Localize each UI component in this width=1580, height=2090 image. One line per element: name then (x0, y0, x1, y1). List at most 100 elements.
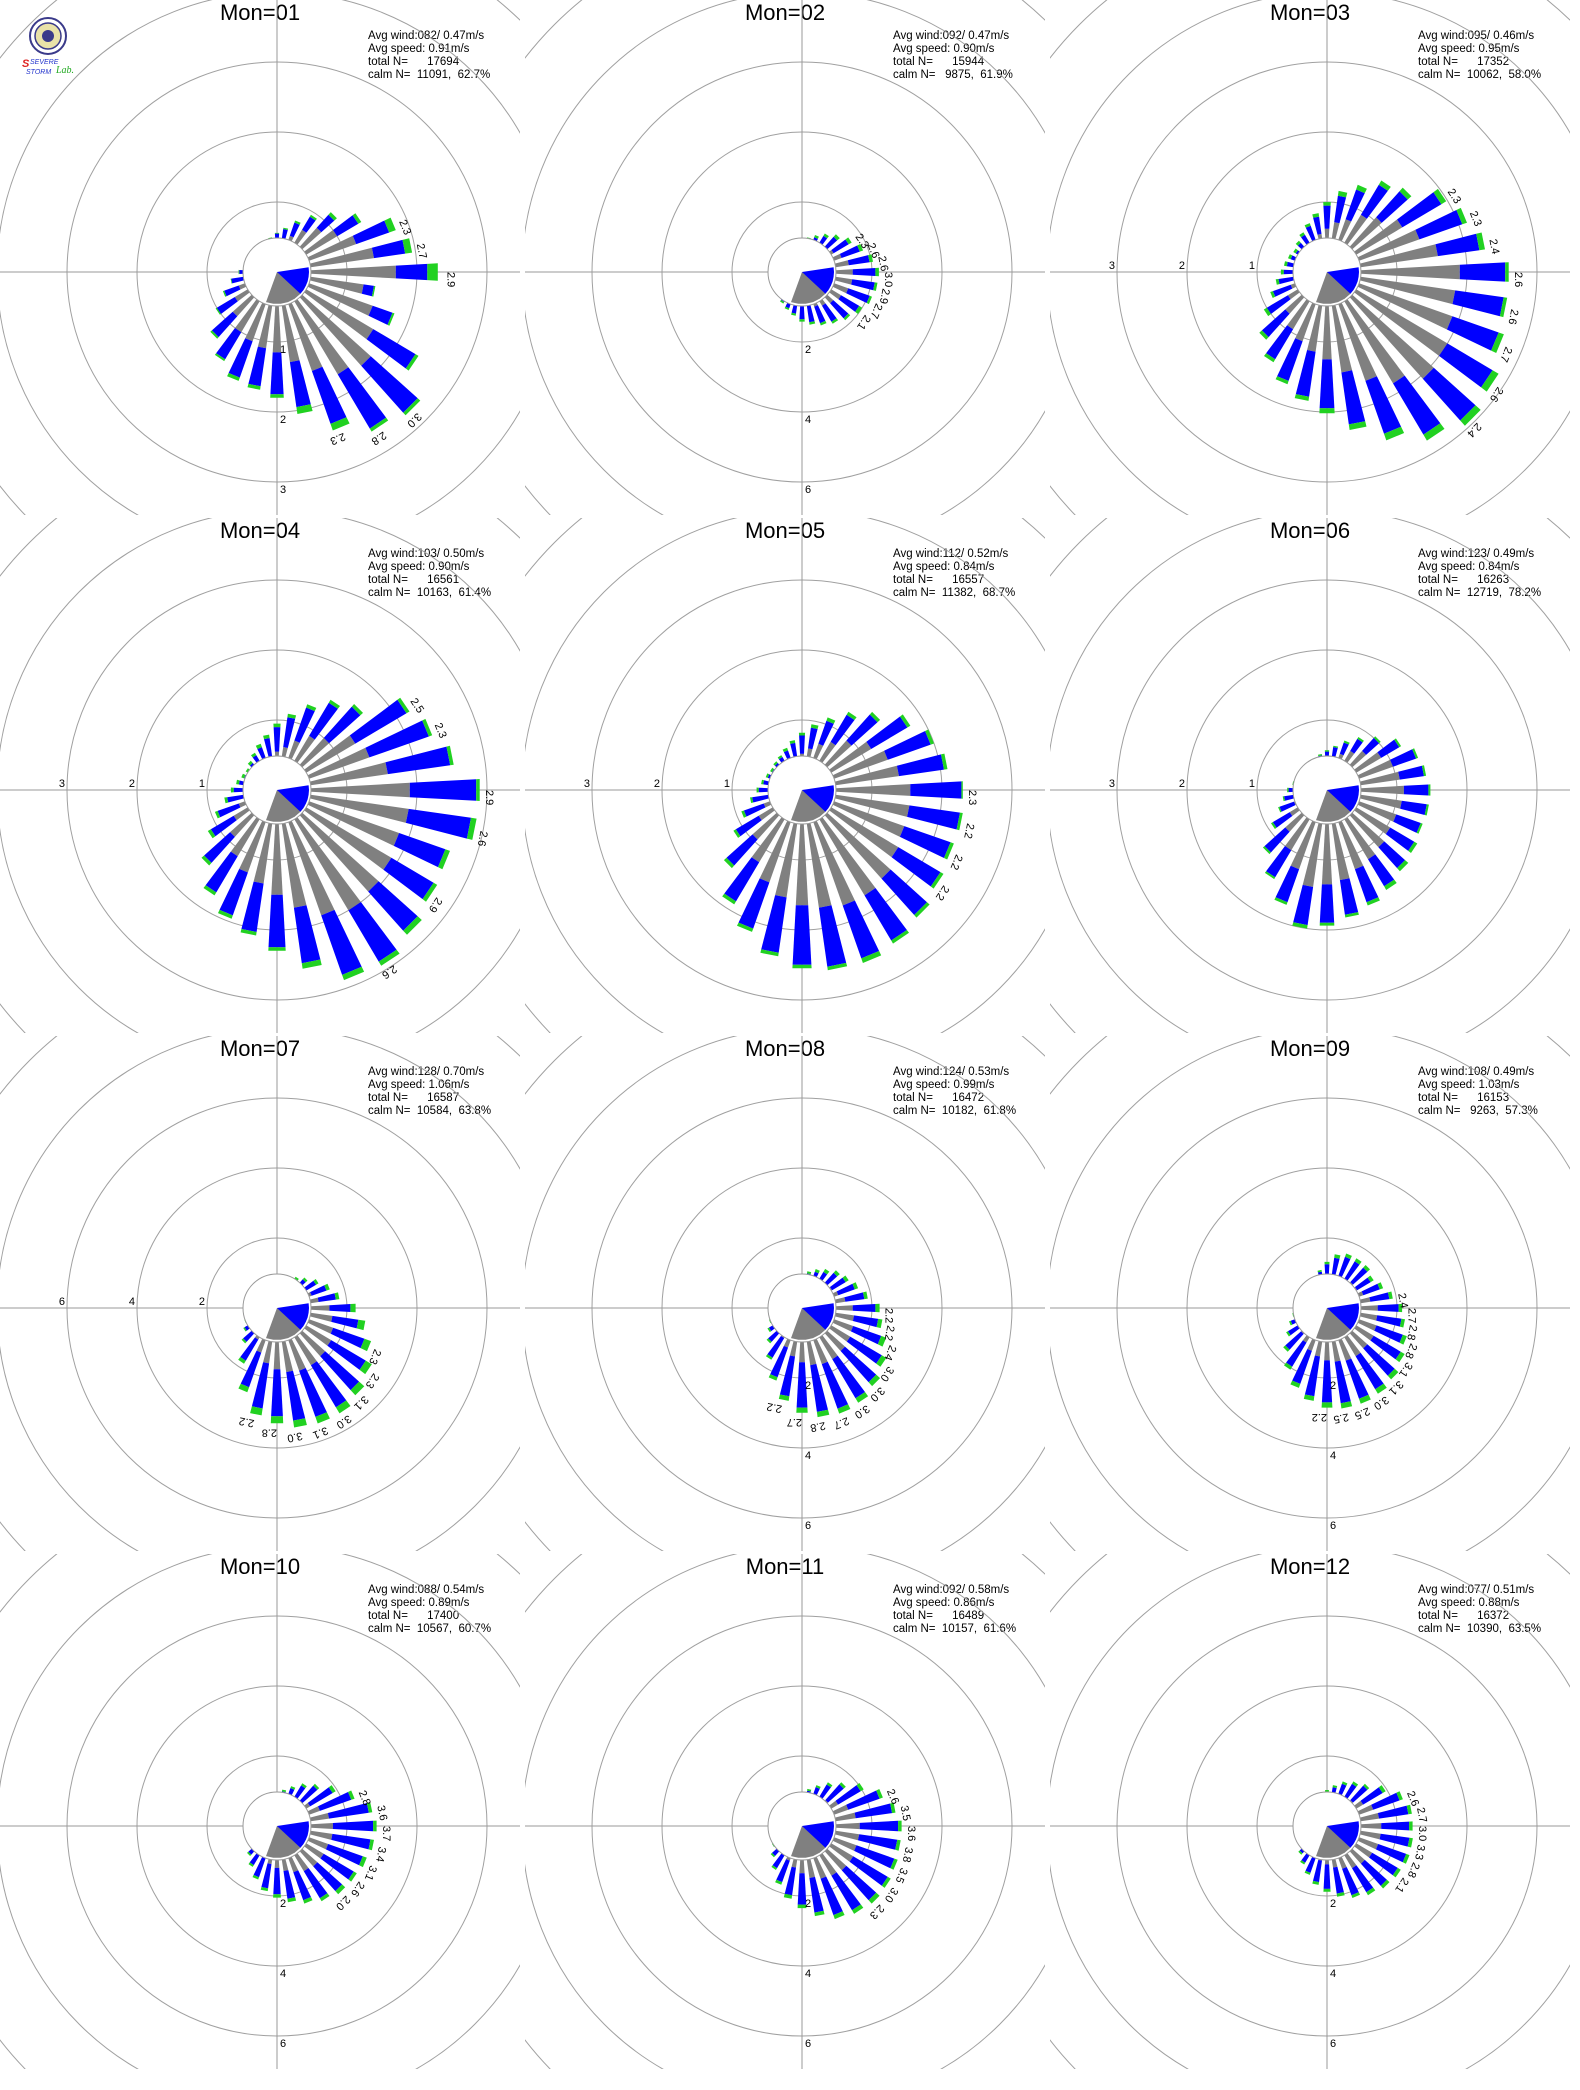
speed-label: 2.5 (1332, 1410, 1349, 1425)
bar-gray-segment (763, 801, 772, 808)
bar-blue-segment (846, 1790, 880, 1810)
bar-green-segment (1456, 207, 1467, 225)
bar-gray-segment (1361, 1823, 1382, 1829)
bar-green-segment (837, 1404, 851, 1414)
bar-blue-segment (866, 716, 908, 749)
stat-calm: calm N= 9875, 61.9% (893, 69, 1013, 81)
bar-blue-segment (1277, 338, 1303, 381)
bar-green-segment (238, 1383, 250, 1393)
bar-green-segment (756, 787, 759, 793)
bar-green-segment (1275, 279, 1280, 285)
ring-label: 6 (1330, 2038, 1336, 2050)
bar-green-segment (1289, 1320, 1293, 1326)
bar-green-segment (866, 295, 872, 305)
bar-blue-segment (824, 236, 838, 250)
bar-green-segment (833, 1911, 845, 1920)
bar-green-segment (1323, 202, 1331, 206)
speed-label: 2.9 (445, 272, 457, 287)
panel-title: Mon=04 (219, 518, 301, 543)
bar-blue-segment (1305, 225, 1316, 242)
bar-blue-segment (820, 1876, 843, 1916)
bar-green-segment (283, 227, 289, 230)
bar-green-segment (1357, 737, 1364, 743)
panel-title: Mon=07 (219, 1036, 301, 1061)
panel-stats: Avg wind:128/ 0.70m/s Avg speed: 1.06m/s t… (368, 1066, 491, 1118)
speed-label: 2.2 (883, 1308, 895, 1323)
svg-text:S: S (22, 58, 30, 70)
bar-gray-segment (1324, 1342, 1330, 1361)
ring-label: 3 (1109, 778, 1115, 790)
bar-blue-segment (1292, 1349, 1312, 1384)
bar-green-segment (895, 1839, 901, 1851)
bar-green-segment (798, 732, 806, 736)
bar-gray-segment (1357, 801, 1397, 822)
bar-green-segment (944, 842, 954, 860)
bar-green-segment (771, 1865, 777, 1870)
bar-gray-segment (263, 1340, 273, 1364)
bar-blue-segment (1403, 784, 1429, 796)
speed-label: 2.8 (369, 429, 388, 447)
bar-green-segment (324, 1283, 330, 1291)
speed-label: 2.5 (1353, 1405, 1372, 1422)
bar-blue-segment (726, 834, 758, 866)
bar-gray-segment (1357, 1837, 1379, 1850)
bar-gray-segment (1354, 807, 1391, 835)
stat-calm: calm N= 11091, 62.7% (368, 69, 491, 81)
bar-green-segment (873, 282, 878, 291)
speed-label: 2.3 (328, 430, 347, 447)
bar-blue-segment (724, 857, 760, 902)
bar-blue-segment (841, 1865, 877, 1901)
bar-green-segment (1324, 750, 1330, 752)
bar-blue-segment (361, 356, 418, 413)
ring-label: 1 (724, 778, 730, 790)
bar-green-segment (350, 1303, 356, 1313)
bar-green-segment (1318, 754, 1322, 757)
bar-gray-segment (311, 265, 396, 279)
bar-gray-segment (836, 784, 911, 796)
bar-gray-segment (813, 743, 824, 760)
bar-blue-segment (1377, 1805, 1409, 1819)
bar-gray-segment (1285, 817, 1310, 851)
bar-gray-segment (834, 1812, 856, 1822)
ring-label: 6 (280, 2038, 286, 2050)
stat-total: total N= 15944 (893, 56, 985, 68)
bar-blue-segment (409, 779, 477, 801)
bar-green-segment (330, 417, 350, 431)
bar-blue-segment (253, 1856, 266, 1878)
bar-green-segment (1336, 1892, 1345, 1897)
bar-gray-segment (311, 1305, 330, 1311)
bar-green-segment (826, 717, 836, 724)
speed-label: 2.9 (426, 895, 444, 914)
bar-blue-segment (286, 1370, 306, 1421)
bar-gray-segment (234, 289, 250, 302)
bar-green-segment (778, 1394, 790, 1401)
bar-green-segment (348, 1790, 355, 1800)
bar-blue-segment (337, 367, 387, 429)
bar-blue-segment (852, 268, 876, 276)
bar-blue-segment (817, 1784, 831, 1802)
bar-gray-segment (272, 306, 282, 353)
bar-green-segment (814, 235, 819, 239)
bar-green-segment (201, 855, 212, 866)
bar-green-segment (941, 753, 948, 770)
bar-green-segment (373, 1820, 377, 1832)
speed-label: 2.3 (966, 790, 978, 805)
bar-gray-segment (309, 762, 388, 786)
bar-blue-segment (761, 895, 787, 953)
bar-green-segment (1402, 1853, 1410, 1864)
bar-green-segment (791, 312, 796, 316)
stat-avg-speed: Avg speed: 0.84m/s (893, 561, 995, 573)
bar-green-segment (1378, 180, 1391, 191)
bar-gray-segment (1331, 1858, 1338, 1868)
wind-rose-svg: 2 4 6 3.0 2.72.6 3.32.82.1 (1050, 1554, 1570, 2069)
bar-blue-segment (251, 1362, 270, 1409)
bar-green-segment (1340, 1401, 1353, 1409)
stat-avg-wind: Avg wind:128/ 0.70m/s (368, 1066, 485, 1078)
ring-label: 3 (280, 484, 286, 496)
bar-green-segment (422, 718, 433, 737)
bar-gray-segment (1285, 294, 1305, 314)
panel-stats: Avg wind:077/ 0.51m/s Avg speed: 0.88m/s t… (1418, 1584, 1541, 1636)
bar-green-segment (236, 779, 240, 785)
bar-gray-segment (307, 801, 400, 846)
wind-rose-panel: Mon=11 Avg wind:092/ 0.58m/s Avg speed: 0.… (525, 1554, 1045, 2069)
